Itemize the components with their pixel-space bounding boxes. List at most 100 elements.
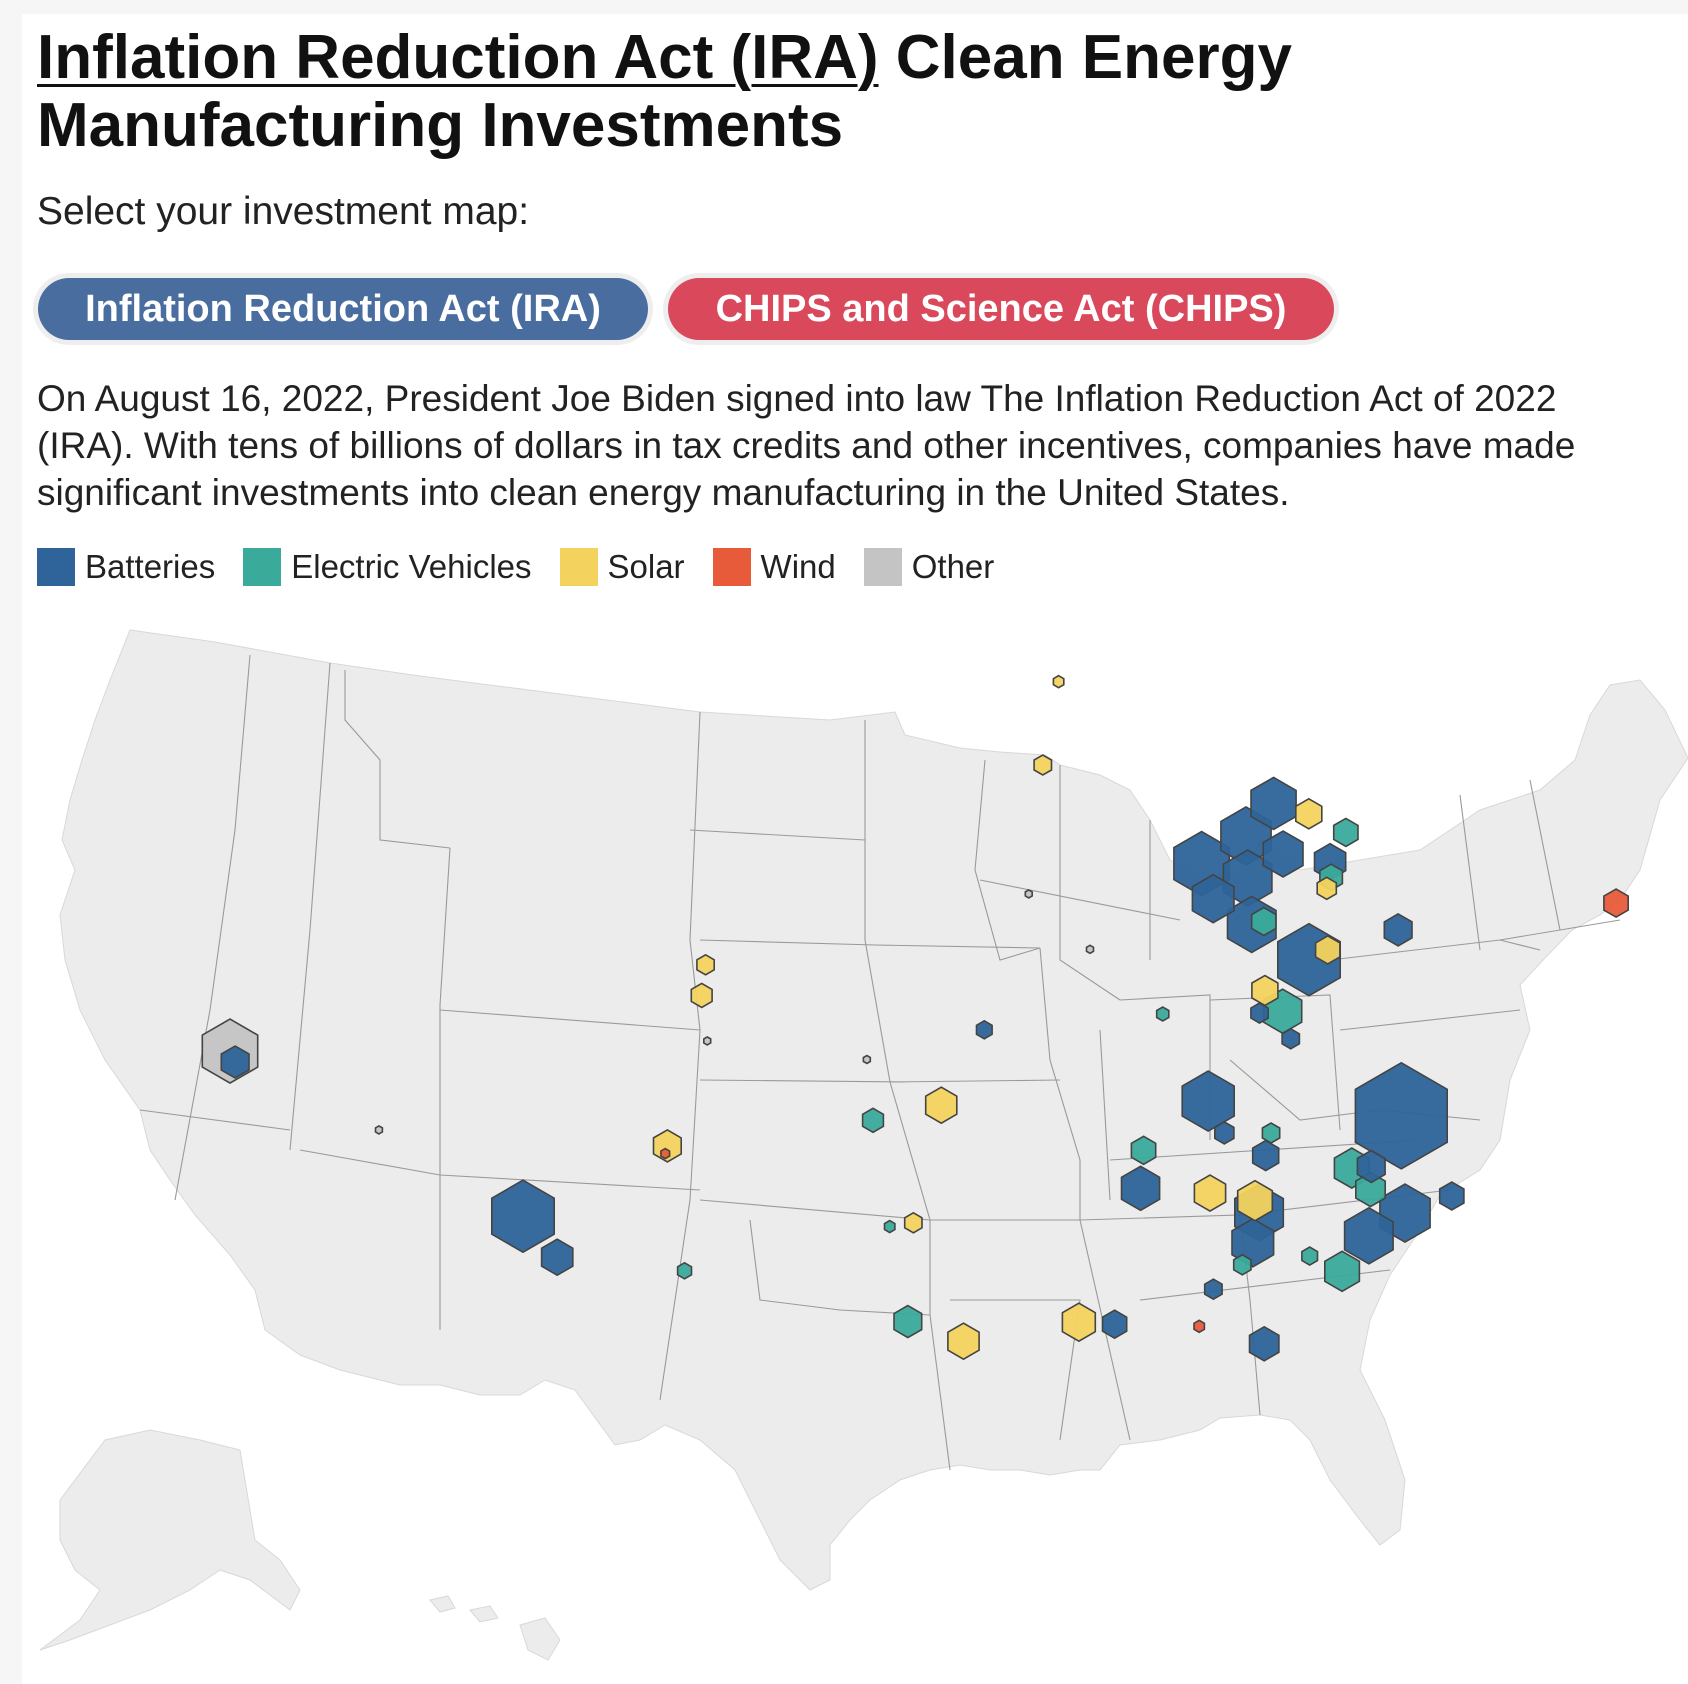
tab-chips[interactable]: CHIPS and Science Act (CHIPS) [668,278,1334,340]
investment-marker-batteries[interactable] [540,1238,574,1277]
legend-swatch [559,548,598,586]
tab-ira[interactable]: Inflation Reduction Act (IRA) [38,278,648,340]
legend-item-other[interactable]: Other [863,548,995,586]
investment-marker-batteries[interactable] [1214,1120,1235,1145]
legend-swatch [37,548,75,586]
investment-marker-solar[interactable] [1295,797,1323,830]
ira-title-link[interactable]: Inflation Reduction Act (IRA) [37,23,879,92]
state-borders [139,654,1621,1471]
investment-marker-electric-vehicles[interactable] [1261,1122,1281,1144]
investment-marker-electric-vehicles[interactable] [1324,1250,1361,1293]
legend: Batteries Electric Vehicles Solar Wind O… [37,548,1022,586]
investment-marker-solar[interactable] [690,982,713,1009]
legend-label: Other [911,548,995,585]
state-border-line [689,829,866,841]
investment-marker-solar[interactable] [903,1211,923,1234]
page-title: Inflation Reduction Act (IRA) Clean Ener… [37,24,1657,160]
investment-marker-electric-vehicles[interactable] [1332,817,1359,848]
state-border-line [979,879,1181,921]
investment-marker-batteries[interactable] [975,1019,993,1040]
investment-marker-solar[interactable] [1033,754,1053,776]
investment-marker-batteries[interactable] [1262,830,1304,878]
legend-item-batteries[interactable]: Batteries [37,548,215,586]
state-border-line [344,670,451,849]
investment-marker-electric-vehicles[interactable] [893,1304,923,1339]
legend-label: Batteries [85,548,216,585]
state-border-line [1529,779,1561,931]
investment-marker-solar[interactable] [1236,1179,1274,1222]
investment-marker-electric-vehicles[interactable] [1232,1253,1252,1276]
investment-marker-electric-vehicles[interactable] [1301,1246,1319,1267]
investment-marker-batteries[interactable] [1248,1325,1280,1362]
investment-marker-batteries[interactable] [1251,1139,1280,1172]
state-border-line [439,847,451,1330]
state-border-line [749,1219,931,1316]
legend-item-electric-vehicles[interactable]: Electric Vehicles [243,548,532,586]
investment-marker-wind[interactable] [660,1147,671,1160]
state-border-line [1459,794,1481,951]
state-border-line [439,1009,701,1031]
investment-marker-solar[interactable] [1061,1302,1097,1343]
state-border-line [439,1174,701,1191]
state-border-line [699,1079,906,1083]
state-border-line [1209,994,1341,1131]
investment-marker-electric-vehicles[interactable] [861,1107,885,1134]
state-border-line [1059,765,1121,1001]
legend-swatch [863,548,902,586]
investment-marker-solar[interactable] [947,1322,980,1361]
legend-label: Electric Vehicles [291,548,532,585]
state-border-line [1339,1009,1521,1031]
investment-marker-other[interactable] [1024,888,1033,899]
investment-marker-batteries[interactable] [1181,1070,1235,1133]
state-border-line [864,720,951,1471]
investment-marker-batteries[interactable] [1120,1165,1161,1212]
investment-marker-batteries[interactable] [1203,1278,1223,1301]
hawaii-shape [429,1595,561,1661]
state-border-line [299,1149,441,1176]
state-border-line [1039,947,1081,1220]
map-select-label: Select your investment map: [37,190,530,233]
investment-marker-batteries[interactable] [490,1179,556,1254]
investment-markers [201,674,1629,1362]
investment-marker-batteries[interactable] [1281,1027,1301,1050]
state-border-line [699,939,876,946]
investment-marker-wind[interactable] [1193,1319,1206,1334]
investment-marker-solar[interactable] [1193,1174,1227,1213]
description: On August 16, 2022, President Joe Biden … [37,378,1576,513]
investment-marker-batteries[interactable] [1356,1149,1386,1184]
state-border-line [1499,919,1621,941]
investment-marker-solar[interactable] [1052,674,1065,689]
investment-marker-other[interactable] [1085,944,1095,955]
legend-swatch [712,548,751,586]
investment-marker-batteries[interactable] [1250,1002,1269,1025]
investment-marker-other[interactable] [702,1035,712,1046]
investment-marker-electric-vehicles[interactable] [1250,906,1277,937]
investment-marker-batteries[interactable] [1191,873,1235,924]
investment-marker-electric-vehicles[interactable] [676,1261,693,1280]
investment-marker-batteries[interactable] [1438,1181,1465,1211]
state-border-line [699,1199,931,1221]
state-border-line [1099,1029,1111,1201]
legend-swatch [243,548,282,586]
investment-marker-wind[interactable] [1603,888,1629,919]
investment-marker-electric-vehicles[interactable] [883,1219,896,1234]
investment-marker-other[interactable] [862,1054,872,1065]
investment-marker-electric-vehicles[interactable] [1130,1135,1157,1166]
investment-marker-batteries[interactable] [1354,1061,1448,1170]
investment-marker-batteries[interactable] [1383,912,1413,947]
investment-marker-solar[interactable] [696,953,716,976]
investment-marker-solar[interactable] [924,1086,958,1125]
legend-item-solar[interactable]: Solar [559,548,685,586]
state-border-line [950,1299,1081,1441]
investment-marker-batteries[interactable] [1343,1206,1394,1265]
investment-marker-solar[interactable] [1251,974,1279,1007]
title-rest: Clean Energy Manufacturing Investments [37,23,1292,160]
investment-marker-solar[interactable] [1316,876,1338,901]
legend-item-wind[interactable]: Wind [712,548,836,586]
investment-marker-electric-vehicles[interactable] [1155,1006,1170,1022]
investment-marker-batteries[interactable] [1101,1309,1128,1340]
investment-marker-other[interactable] [374,1124,384,1135]
investment-marker-batteries[interactable] [220,1045,250,1079]
investment-marker-solar[interactable] [1314,934,1341,965]
